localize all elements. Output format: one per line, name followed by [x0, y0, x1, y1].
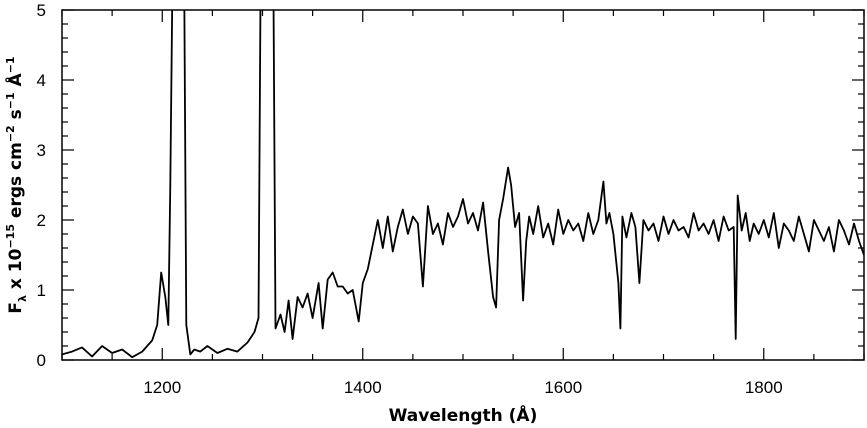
y-axis-title: Fλ x 10−15 ergs cm−2 s−1 Å−1	[3, 56, 29, 313]
y-axis-title-part1: x 10	[6, 248, 26, 295]
x-tick-label: 1200	[143, 378, 181, 397]
x-axis: 1200 1400 1600 1800	[61, 10, 865, 397]
y-tick-label: 0	[37, 351, 46, 370]
x-tick-label: 1600	[544, 378, 582, 397]
x-tick-label: 1800	[745, 378, 783, 397]
plot-frame	[61, 9, 865, 361]
y-axis-title-prefix: F	[6, 302, 26, 314]
y-axis-title-exp4: −1	[4, 56, 17, 73]
y-tick-label: 3	[37, 141, 46, 160]
y-axis-title-exp2: −2	[4, 125, 17, 142]
x-axis-title: Wavelength (Å)	[389, 403, 538, 426]
y-axis-title-exp3: −1	[4, 92, 17, 109]
y-axis: 0 1 2 3 4 5	[37, 1, 864, 370]
y-tick-label: 5	[37, 1, 46, 20]
y-tick-label: 2	[37, 211, 46, 230]
plot-border	[61, 9, 865, 361]
spectrum-line-0	[62, 10, 864, 359]
y-axis-title-part3: s	[6, 109, 26, 125]
y-axis-title-part2: ergs cm	[6, 142, 26, 224]
y-tick-label: 4	[37, 71, 46, 90]
y-tick-label: 1	[37, 281, 46, 300]
y-axis-title-subscript: λ	[16, 295, 29, 302]
y-axis-title-exp1: −15	[4, 224, 17, 249]
y-axis-title-part4: Å	[3, 72, 26, 92]
x-tick-label: 1400	[344, 378, 382, 397]
spectrum-series	[62, 10, 864, 359]
